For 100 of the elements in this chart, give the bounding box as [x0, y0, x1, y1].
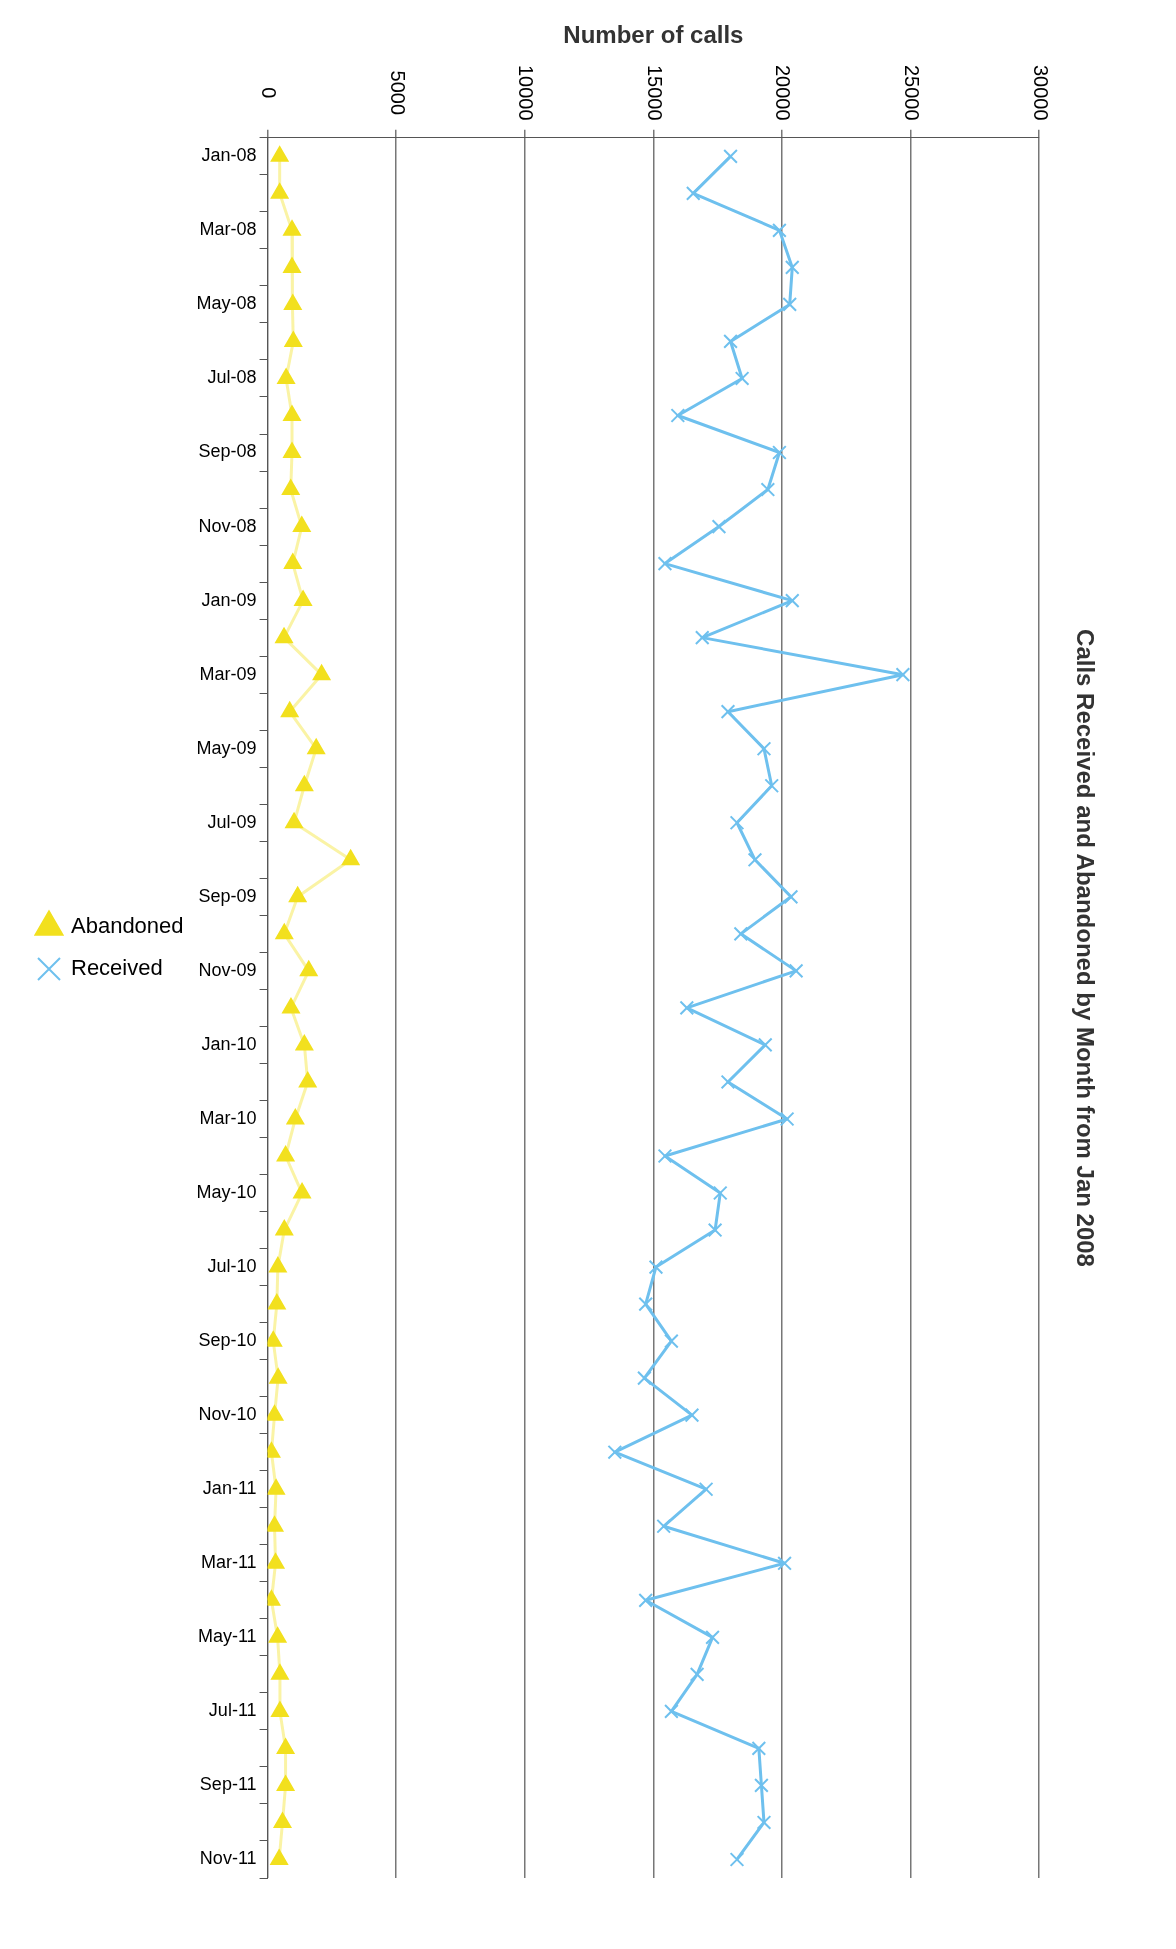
- point: [275, 1220, 294, 1236]
- point: [276, 1775, 295, 1791]
- point: [276, 1146, 295, 1162]
- y-tick-label: Mar-11: [200, 1552, 257, 1573]
- y-tick-label: Jul-09: [207, 811, 257, 832]
- point: [282, 997, 300, 1014]
- y-tick-label: May-09: [196, 737, 257, 758]
- y-tick-label: Nov-10: [198, 1404, 257, 1425]
- point: [638, 1296, 654, 1312]
- point: [712, 1185, 728, 1201]
- point: [707, 1222, 723, 1238]
- point: [283, 220, 301, 236]
- x-tick-label: 0: [258, 87, 281, 99]
- point: [656, 1518, 672, 1534]
- point: [607, 1444, 623, 1460]
- legend-label: Abandoned: [71, 913, 184, 939]
- point: [267, 1553, 285, 1569]
- point: [729, 815, 745, 831]
- point: [276, 1738, 295, 1754]
- x-tick-label: 15000: [643, 64, 666, 121]
- y-tick-label: Jan-10: [201, 1033, 257, 1054]
- point: [299, 960, 318, 977]
- point: [307, 738, 325, 755]
- point: [293, 1183, 311, 1199]
- y-tick-label: May-11: [197, 1626, 257, 1647]
- point: [267, 1331, 283, 1347]
- point: [294, 590, 312, 607]
- point: [756, 1815, 772, 1830]
- point: [638, 1592, 654, 1608]
- y-tick-label: Jan-08: [201, 145, 257, 166]
- text: Calls Received and Abandoned by Month from Jan 2008: [1071, 629, 1099, 1267]
- point: [298, 1071, 317, 1088]
- point: [734, 371, 750, 386]
- point: [733, 926, 749, 942]
- point: [788, 963, 804, 979]
- y-tick-label: Nov-08: [198, 515, 257, 536]
- point: [283, 257, 301, 273]
- x-tick-label: 5000: [386, 70, 409, 116]
- point: [760, 482, 776, 497]
- point: [268, 1627, 287, 1643]
- point: [268, 1294, 286, 1310]
- x-tick-label: 25000: [901, 64, 924, 121]
- point: [341, 849, 360, 866]
- y-tick-label: Jan-09: [201, 589, 257, 610]
- point: [772, 223, 787, 238]
- point: [270, 146, 289, 162]
- x-axis-title: Number of calls: [563, 21, 744, 49]
- point: [270, 183, 289, 199]
- point: [281, 479, 300, 496]
- y-tick-label: Sep-08: [198, 441, 257, 462]
- point: [764, 778, 780, 794]
- point: [670, 408, 686, 423]
- point: [698, 1481, 714, 1497]
- point: [711, 519, 727, 534]
- point: [720, 1074, 736, 1090]
- point: [777, 1555, 792, 1571]
- point: [269, 1368, 287, 1384]
- point: [288, 886, 307, 903]
- y-tick-label: Sep-10: [198, 1330, 257, 1351]
- point: [720, 704, 736, 720]
- point: [283, 405, 301, 421]
- point: [684, 1407, 700, 1423]
- point: [271, 1664, 289, 1680]
- point: [295, 775, 314, 792]
- y-tick-label: Jul-08: [207, 367, 257, 388]
- point: [657, 1148, 673, 1164]
- point: [295, 1034, 314, 1051]
- point: [285, 812, 303, 829]
- point: [267, 1479, 285, 1495]
- y-tick-label: Mar-08: [199, 219, 257, 240]
- point: [267, 1516, 284, 1532]
- point: [273, 1812, 292, 1828]
- y-tick-label: Sep-11: [199, 1774, 257, 1795]
- y-tick-label: May-08: [196, 293, 257, 314]
- point: [312, 664, 331, 681]
- point: [729, 1852, 745, 1867]
- point: [756, 741, 772, 757]
- point: [754, 1778, 769, 1793]
- point: [280, 701, 299, 718]
- point: [271, 1701, 289, 1717]
- y-tick-label: Mar-09: [199, 663, 257, 684]
- point: [895, 667, 911, 683]
- point: [286, 1108, 305, 1125]
- point: [664, 1333, 679, 1349]
- x-tick-label: 30000: [1029, 64, 1052, 121]
- point: [275, 627, 293, 644]
- point: [747, 852, 763, 868]
- point: [267, 1405, 284, 1421]
- point: [784, 260, 800, 275]
- point: [784, 593, 800, 608]
- point: [283, 442, 301, 459]
- point: [782, 297, 798, 312]
- y-tick-label: Sep-09: [198, 885, 257, 906]
- point: [723, 148, 738, 164]
- point: [270, 1849, 288, 1865]
- x-tick-label: 10000: [515, 64, 538, 121]
- y-tick-label: May-10: [196, 1182, 257, 1202]
- point: [648, 1259, 664, 1275]
- point: [751, 1741, 767, 1756]
- y-tick-label: Jul-11: [208, 1700, 257, 1721]
